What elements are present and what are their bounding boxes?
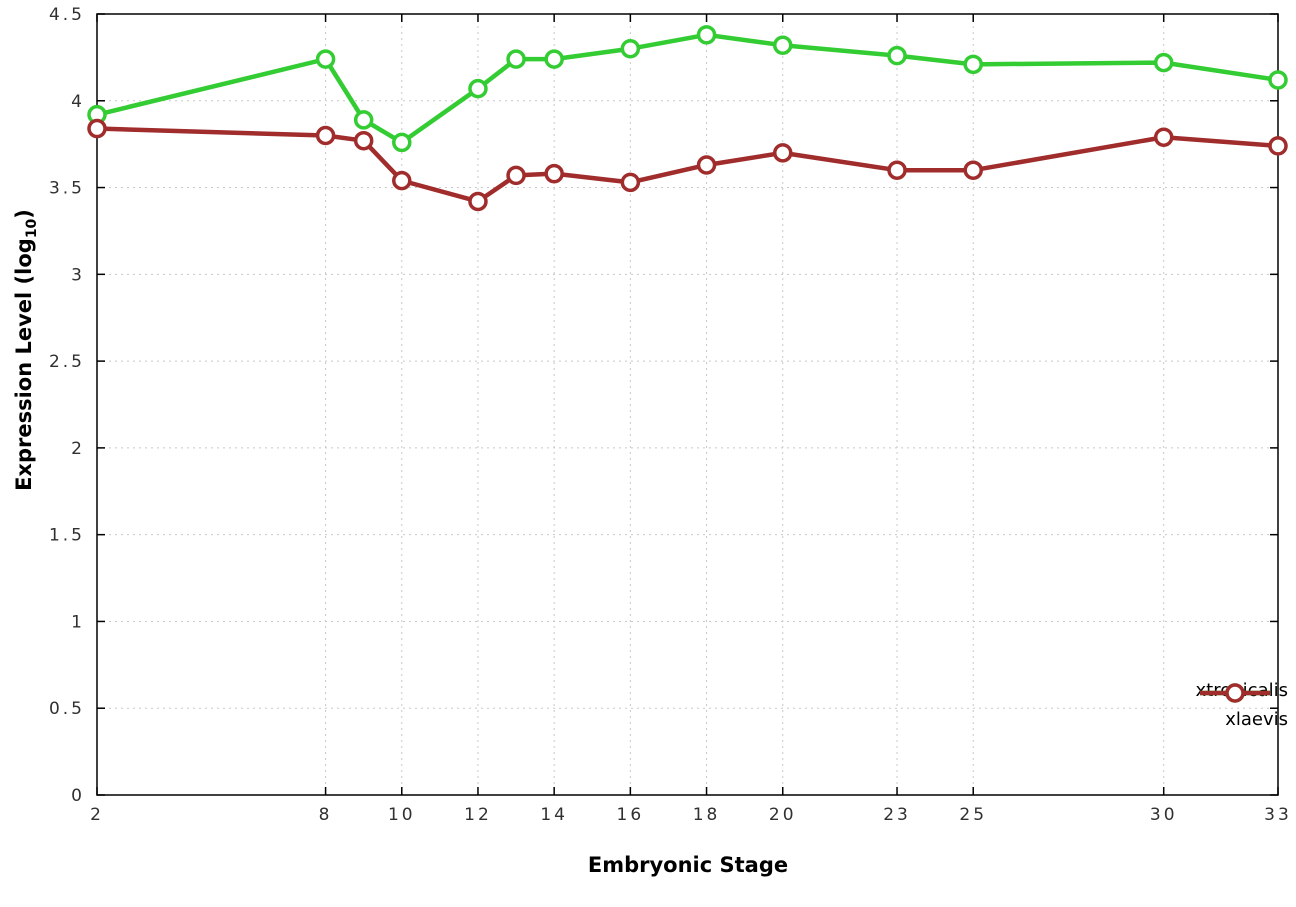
svg-text:33: 33 (1264, 805, 1292, 825)
x-axis-label: Embryonic Stage (587, 853, 789, 877)
svg-text:23: 23 (883, 805, 911, 825)
y-axis-label-text: Expression Level (log (11, 238, 36, 491)
svg-text:30: 30 (1150, 805, 1178, 825)
legend: xtropicalis xlaevis (1196, 680, 1288, 730)
svg-text:10: 10 (388, 805, 416, 825)
y-axis-label-subscript: 10 (24, 218, 41, 239)
y-axis-label: Expression Level (log10) (12, 209, 40, 491)
svg-text:0: 0 (71, 786, 85, 806)
svg-text:4.5: 4.5 (49, 5, 85, 25)
svg-text:4: 4 (71, 92, 85, 112)
svg-text:18: 18 (693, 805, 721, 825)
svg-text:2.5: 2.5 (49, 352, 85, 372)
svg-text:25: 25 (959, 805, 987, 825)
svg-text:2: 2 (71, 439, 85, 459)
svg-text:20: 20 (769, 805, 797, 825)
svg-text:0.5: 0.5 (49, 699, 85, 719)
svg-text:12: 12 (464, 805, 492, 825)
legend-label-xlaevis: xlaevis (1225, 709, 1288, 730)
svg-text:3.5: 3.5 (49, 179, 85, 199)
svg-text:1.5: 1.5 (49, 526, 85, 546)
svg-text:3: 3 (71, 265, 85, 285)
svg-text:16: 16 (617, 805, 645, 825)
y-axis-label-suffix: ) (11, 209, 36, 219)
svg-text:2: 2 (90, 805, 104, 825)
svg-text:1: 1 (71, 612, 85, 632)
svg-text:8: 8 (319, 805, 333, 825)
legend-marker-xlaevis (1199, 683, 1270, 703)
svg-text:14: 14 (540, 805, 568, 825)
legend-item-xlaevis: xlaevis (1199, 683, 1288, 730)
